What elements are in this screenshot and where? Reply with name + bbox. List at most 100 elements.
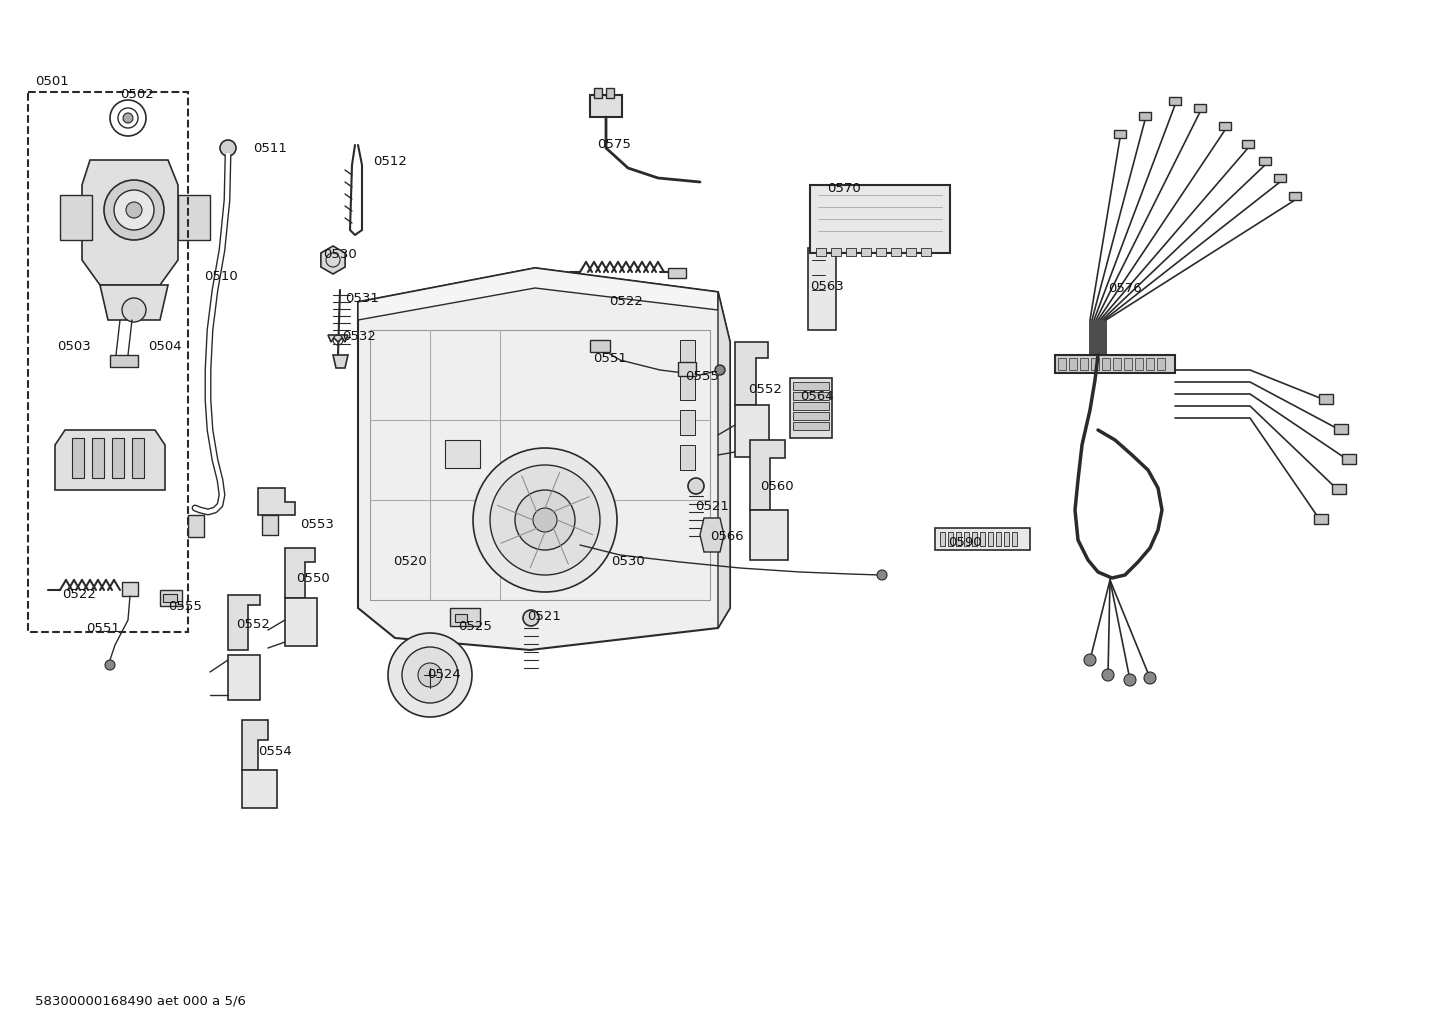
Text: 0551: 0551 (593, 352, 627, 365)
Circle shape (125, 202, 141, 218)
Polygon shape (322, 246, 345, 274)
Bar (1146, 358, 1154, 370)
Circle shape (418, 663, 443, 687)
Text: 0512: 0512 (373, 155, 407, 168)
Bar (286, 598, 317, 646)
Text: 0501: 0501 (35, 75, 69, 88)
Circle shape (1084, 654, 1096, 666)
Bar (1069, 358, 1077, 370)
Polygon shape (177, 195, 211, 240)
Polygon shape (681, 375, 695, 400)
Circle shape (388, 633, 472, 717)
Bar (1242, 140, 1255, 148)
Bar (678, 362, 696, 376)
Bar (1080, 358, 1089, 370)
Polygon shape (55, 430, 164, 490)
Polygon shape (681, 340, 695, 365)
Bar (735, 405, 769, 457)
Text: 0590: 0590 (947, 536, 982, 549)
Polygon shape (82, 160, 177, 285)
Text: 0555: 0555 (169, 600, 202, 613)
Bar (187, 515, 203, 537)
Bar (1092, 358, 1099, 370)
Circle shape (104, 180, 164, 240)
Bar (1058, 358, 1066, 370)
Circle shape (688, 478, 704, 494)
Bar (972, 532, 978, 546)
Bar (1259, 157, 1270, 165)
Bar (793, 382, 829, 390)
Text: 0555: 0555 (685, 370, 720, 383)
Bar (1334, 424, 1348, 434)
Text: 0560: 0560 (760, 480, 793, 493)
Bar (810, 185, 950, 253)
Bar (110, 355, 138, 367)
Bar (1156, 358, 1165, 370)
Text: 0575: 0575 (597, 138, 632, 151)
Bar (1139, 112, 1151, 120)
Text: 0550: 0550 (296, 572, 330, 585)
Bar (793, 422, 829, 430)
Bar (228, 655, 260, 700)
Bar (1343, 454, 1355, 464)
Bar (27, 92, 187, 632)
Bar (1123, 358, 1132, 370)
Circle shape (490, 465, 600, 575)
Bar (1289, 192, 1301, 200)
Circle shape (473, 448, 617, 592)
Circle shape (402, 647, 459, 703)
Bar (446, 440, 480, 468)
Circle shape (515, 490, 575, 550)
Circle shape (877, 570, 887, 580)
Polygon shape (681, 445, 695, 470)
Bar (790, 378, 832, 438)
Polygon shape (699, 518, 724, 552)
Bar (1314, 514, 1328, 524)
Polygon shape (681, 410, 695, 435)
Polygon shape (327, 335, 348, 342)
Circle shape (1102, 669, 1115, 681)
Text: 0563: 0563 (810, 280, 844, 293)
Bar (816, 248, 826, 256)
Bar (750, 510, 787, 560)
Polygon shape (358, 268, 718, 320)
Circle shape (114, 190, 154, 230)
Bar (450, 608, 480, 626)
Bar (875, 248, 885, 256)
Bar (793, 403, 829, 410)
Circle shape (715, 365, 725, 375)
Text: 0524: 0524 (427, 668, 461, 681)
Polygon shape (262, 515, 278, 535)
Circle shape (523, 610, 539, 626)
Text: 0530: 0530 (323, 248, 356, 261)
Text: 0503: 0503 (58, 340, 91, 353)
Text: 0530: 0530 (611, 555, 645, 568)
Bar (1102, 358, 1110, 370)
Text: 0576: 0576 (1107, 282, 1142, 294)
Bar (1135, 358, 1144, 370)
Bar (1194, 104, 1206, 112)
Text: 0553: 0553 (300, 518, 335, 531)
Bar (965, 532, 969, 546)
Text: 0570: 0570 (828, 182, 861, 195)
Polygon shape (750, 440, 784, 510)
Bar (891, 248, 901, 256)
Text: 0522: 0522 (609, 294, 643, 308)
Text: 0551: 0551 (87, 622, 120, 635)
Text: 0564: 0564 (800, 390, 833, 403)
Polygon shape (99, 285, 169, 320)
Polygon shape (61, 195, 92, 240)
Bar (590, 95, 622, 117)
Bar (906, 248, 916, 256)
Circle shape (105, 660, 115, 671)
Bar (846, 248, 857, 256)
Bar (981, 532, 985, 546)
Bar (594, 88, 601, 98)
Text: 0552: 0552 (236, 618, 270, 631)
Text: 0521: 0521 (695, 500, 728, 513)
Bar (112, 438, 124, 478)
Bar (1218, 122, 1231, 130)
Bar (133, 438, 144, 478)
Text: 0520: 0520 (394, 555, 427, 568)
Bar (590, 340, 610, 352)
